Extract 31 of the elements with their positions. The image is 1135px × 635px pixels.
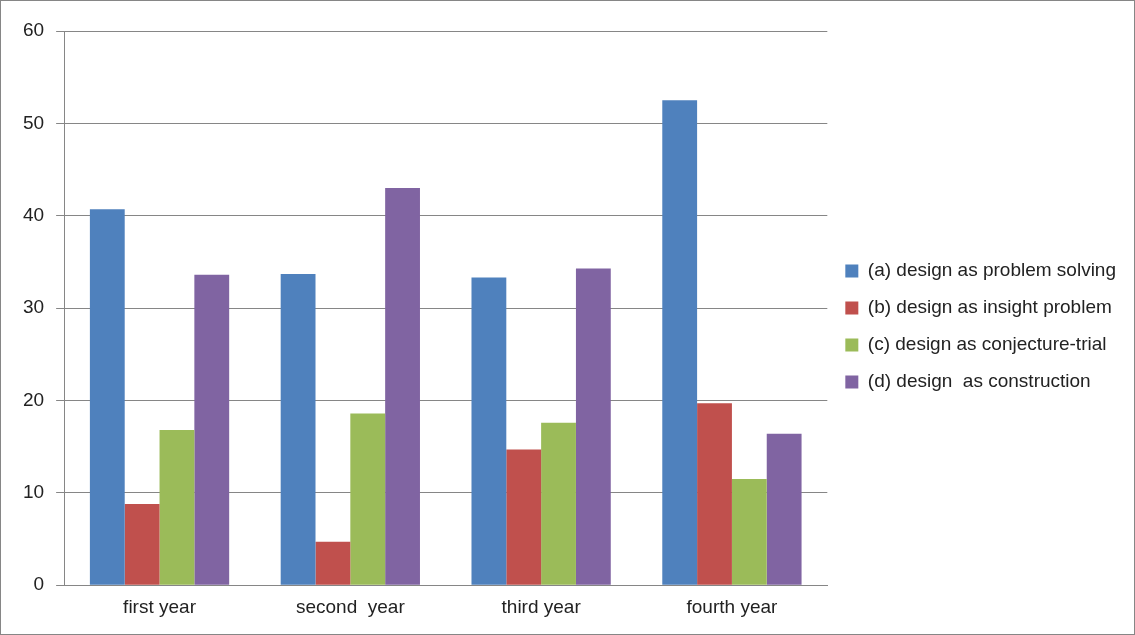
bar	[280, 273, 316, 585]
legend-label: (c) design as conjecture-trial	[867, 333, 1107, 355]
bar	[541, 422, 576, 585]
x-tick-label: fourth year	[686, 595, 779, 617]
bar	[350, 413, 386, 585]
legend-label: (a) design as problem solving	[867, 259, 1117, 281]
y-tick-label: 20	[22, 388, 45, 410]
bar	[159, 430, 195, 585]
bar	[662, 100, 698, 585]
y-tick-label: 0	[33, 573, 45, 595]
y-tick-label: 30	[22, 296, 45, 318]
legend-label: (d) design as construction	[867, 370, 1091, 392]
bar	[315, 541, 351, 585]
x-tick-label: second year	[295, 595, 406, 617]
bar	[731, 478, 767, 585]
y-tick-label: 40	[22, 203, 45, 225]
legend-label: (b) design as insight problem	[867, 296, 1112, 318]
y-tick-label: 50	[22, 111, 45, 133]
x-tick-label: first year	[123, 595, 197, 617]
bar	[194, 274, 230, 585]
bar	[89, 209, 125, 585]
y-tick-label: 60	[22, 19, 45, 41]
x-tick-label: third year	[501, 595, 582, 617]
bar	[124, 503, 160, 585]
bar	[471, 277, 507, 585]
bar	[385, 188, 420, 585]
bar	[575, 268, 611, 585]
bar	[697, 403, 732, 585]
bar	[506, 449, 542, 585]
y-tick-label: 10	[22, 481, 45, 503]
bar	[766, 433, 802, 585]
